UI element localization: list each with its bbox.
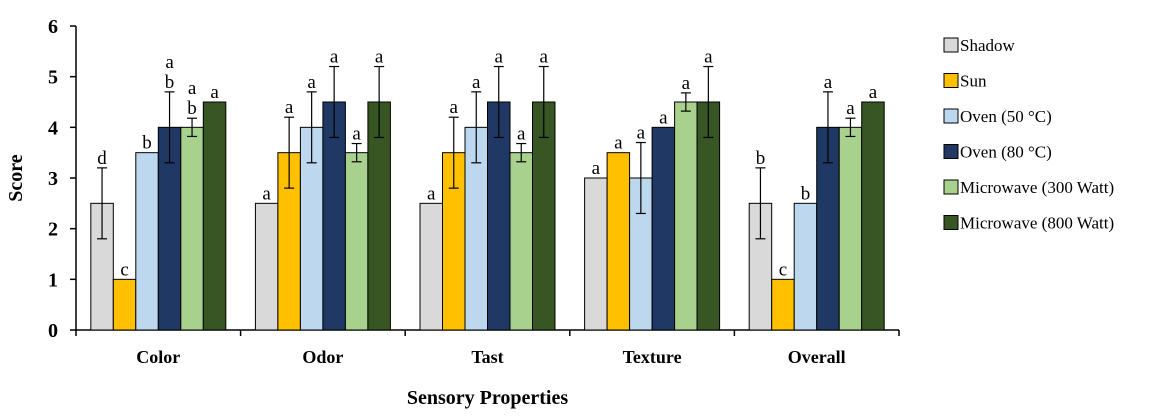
legend-label: Shadow [960,36,1016,55]
y-axis-title: Score [5,154,27,202]
y-tick-label: 1 [48,269,58,291]
significance-letter: a [637,123,646,144]
legend-label: Sun [960,72,987,91]
x-category-label: Texture [623,347,682,367]
y-tick-label: 6 [48,16,58,38]
significance-letter: a [262,183,271,204]
significance-letter: a [846,98,855,119]
bar [112,278,137,331]
bar [419,202,443,331]
significance-letter: c [120,259,128,280]
bar [861,101,885,331]
legend-label: Microwave (300 Watt) [960,178,1114,197]
significance-letter: c [779,259,787,280]
legend-swatch [943,144,959,159]
bar [180,126,204,331]
significance-letter: b [142,133,152,154]
bar [651,126,676,331]
significance-letter: a [704,47,713,68]
y-tick-label: 0 [48,320,58,342]
significance-letter: a [592,158,601,179]
legend-swatch [943,108,959,124]
significance-letter: a [495,47,504,68]
significance-letter: a [307,72,316,93]
significance-letter: a [330,47,339,68]
legend-label: Oven (80 °C) [960,143,1052,162]
significance-letter: a [165,52,174,73]
legend-label: Oven (50 °C) [960,107,1052,126]
significance-letter: a [188,78,197,99]
x-category-label: Odor [302,347,343,367]
y-tick-label: 3 [48,168,58,190]
bar [674,101,698,331]
significance-letter: a [472,72,481,93]
y-tick-label: 4 [48,117,58,139]
bar [344,152,369,331]
significance-letter: a [210,82,219,103]
x-category-label: Overall [788,347,846,367]
bar [509,152,533,331]
x-category-label: Tast [471,347,503,367]
significance-letter: b [756,148,766,169]
significance-letter: b [165,72,175,93]
x-category-label: Color [136,347,180,367]
bar [254,202,279,331]
legend-swatch [943,215,959,230]
bar [771,278,795,331]
significance-letter: a [517,124,526,145]
significance-letter: a [352,124,361,145]
significance-letter: a [659,107,668,128]
legend-swatch [943,73,959,88]
x-axis-title: Sensory Properties [407,387,568,409]
significance-letter: a [450,97,459,118]
bar [793,202,818,331]
bar [202,101,227,331]
significance-letter: a [869,82,878,103]
bar [838,126,863,331]
y-tick-label: 5 [48,67,58,89]
bar [606,152,631,331]
bar [584,177,608,331]
y-tick-label: 2 [48,219,58,241]
legend-label: Microwave (800 Watt) [960,214,1114,233]
legend-swatch [943,179,959,195]
significance-letter: b [801,183,811,204]
significance-letter: a [285,97,294,118]
significance-letter: a [540,47,549,68]
legend-swatch [943,37,959,53]
significance-letter: a [614,133,623,154]
significance-letter: a [824,72,833,93]
bar [135,152,159,331]
significance-letter: b [187,98,197,119]
significance-letter: a [375,47,384,68]
significance-letter: a [682,73,691,94]
significance-letter: d [97,148,107,169]
significance-letter: a [427,183,436,204]
